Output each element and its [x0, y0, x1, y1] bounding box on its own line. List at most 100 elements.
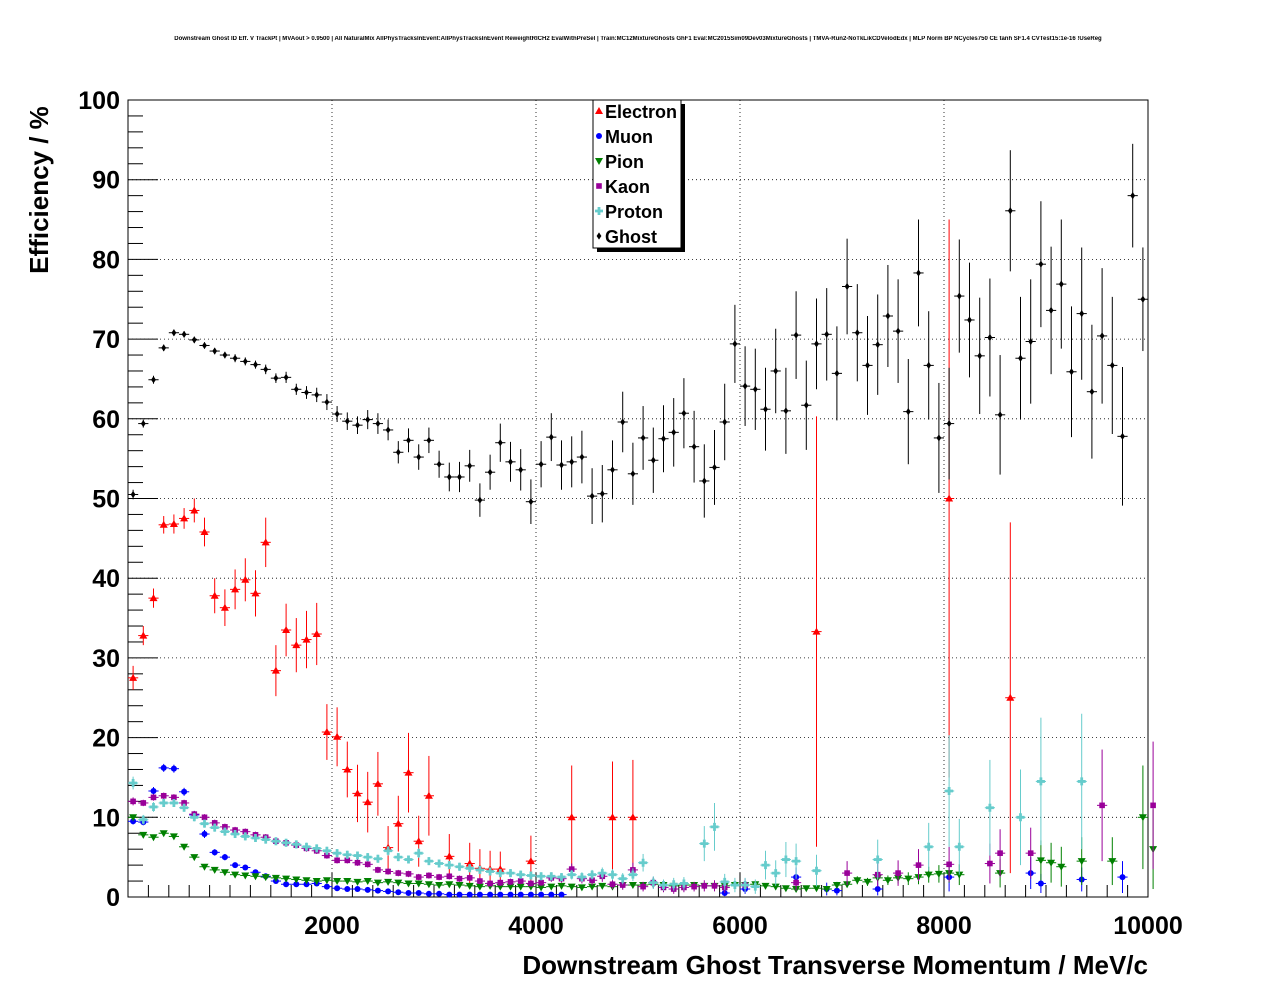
- data-point: [435, 882, 444, 890]
- y-tick-label: 10: [92, 804, 120, 832]
- data-point: [343, 850, 352, 859]
- data-point: [436, 890, 443, 897]
- data-point: [497, 879, 504, 886]
- data-point: [640, 434, 646, 442]
- data-point: [334, 857, 340, 864]
- data-point: [201, 831, 208, 838]
- data-point: [292, 641, 301, 649]
- data-point: [486, 867, 495, 876]
- data-point: [761, 861, 770, 870]
- data-point: [977, 352, 983, 360]
- data-point: [997, 850, 1003, 856]
- data-point: [334, 410, 340, 418]
- data-point: [200, 863, 209, 871]
- data-point: [456, 891, 463, 898]
- data-point: [671, 428, 677, 436]
- data-point: [424, 857, 433, 866]
- data-point: [211, 820, 218, 826]
- axis-layer: 2000 4000 6000 8000 10000 0 10 20 30 40 50 60 70 80 90…: [78, 87, 1182, 940]
- data-point: [987, 333, 993, 342]
- data-point: [1027, 850, 1034, 856]
- data-point: [518, 466, 524, 474]
- data-point: [333, 878, 342, 886]
- data-point: [487, 891, 494, 898]
- data-point: [394, 853, 403, 862]
- data-point: [404, 768, 413, 776]
- y-tick-label: 50: [92, 486, 120, 514]
- data-point: [446, 873, 453, 880]
- data-point: [271, 666, 280, 674]
- data-point: [416, 453, 422, 461]
- data-point: [854, 329, 860, 337]
- data-point: [1057, 863, 1066, 871]
- data-point: [302, 635, 311, 643]
- data-point: [824, 330, 830, 338]
- data-point: [343, 765, 352, 773]
- data-point: [1109, 361, 1115, 370]
- data-point: [231, 585, 240, 593]
- data-point: [669, 880, 678, 889]
- data-point: [425, 890, 432, 897]
- data-point: [353, 851, 362, 860]
- data-point: [751, 882, 760, 891]
- data-point: [314, 391, 320, 399]
- data-point: [394, 819, 403, 827]
- data-point: [497, 891, 504, 898]
- data-point: [548, 433, 554, 441]
- data-point: [628, 882, 637, 890]
- x-tick-label: 2000: [304, 912, 360, 940]
- data-point: [874, 886, 881, 893]
- data-point: [569, 458, 575, 466]
- data-point: [873, 855, 882, 864]
- data-point: [251, 873, 260, 881]
- data-point: [312, 844, 321, 853]
- data-point: [353, 878, 362, 886]
- data-point: [221, 854, 228, 861]
- data-point: [334, 885, 341, 892]
- data-point: [130, 490, 136, 499]
- data-point: [885, 312, 891, 320]
- data-point: [967, 316, 972, 324]
- data-point: [159, 798, 168, 807]
- data-point: [934, 870, 943, 878]
- data-point: [169, 520, 178, 528]
- data-point: [373, 854, 382, 863]
- data-point: [150, 794, 157, 801]
- data-point: [302, 877, 311, 885]
- data-point: [936, 434, 942, 442]
- data-point: [883, 877, 892, 885]
- data-point: [803, 401, 809, 409]
- data-point: [271, 837, 280, 846]
- data-point: [242, 357, 248, 366]
- data-point: [466, 891, 473, 898]
- data-point: [365, 415, 371, 424]
- data-point: [619, 882, 626, 888]
- data-point: [455, 862, 464, 871]
- data-point: [730, 881, 739, 890]
- data-point: [343, 878, 352, 886]
- y-tick-label: 100: [78, 87, 120, 115]
- data-point: [547, 883, 556, 891]
- data-point: [558, 891, 565, 898]
- data-point: [1099, 332, 1105, 340]
- legend-label-kaon: Kaon: [605, 177, 650, 197]
- legend-label-muon: Muon: [605, 127, 653, 147]
- data-point: [496, 869, 505, 878]
- data-point: [302, 842, 311, 851]
- data-point: [436, 874, 442, 880]
- data-point: [436, 460, 442, 468]
- data-point: [465, 864, 474, 873]
- data-point: [507, 891, 514, 898]
- y-axis-label: Efficiency / %: [24, 106, 54, 274]
- data-point: [190, 506, 199, 514]
- data-point: [610, 466, 615, 474]
- data-point: [507, 879, 514, 885]
- data-point: [1036, 777, 1045, 786]
- data-point: [844, 282, 850, 291]
- data-point: [516, 870, 525, 879]
- data-point: [190, 813, 199, 822]
- data-point: [691, 443, 697, 451]
- data-point: [140, 800, 147, 806]
- data-point: [997, 411, 1003, 419]
- data-point: [220, 869, 229, 877]
